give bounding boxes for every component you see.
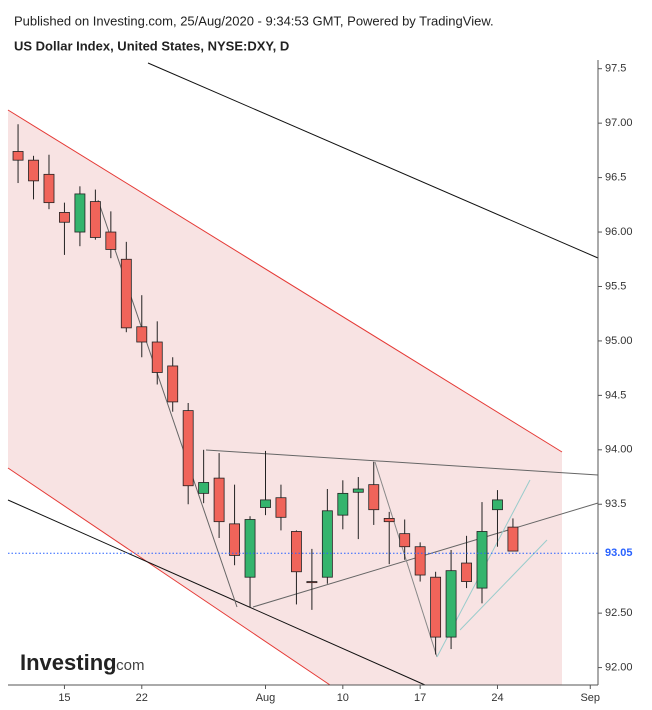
y-tick-label: 96.00	[605, 226, 633, 238]
candle-body	[136, 326, 148, 343]
candle-body	[43, 173, 55, 204]
candle-body	[59, 212, 70, 223]
y-tick-label: 95.00	[605, 335, 633, 347]
candle-body	[445, 570, 457, 638]
candle-body	[89, 201, 101, 238]
y-tick-label: 97.5	[605, 63, 626, 75]
x-tick-label: 22	[136, 692, 148, 704]
candle-body	[105, 231, 117, 250]
y-tick-label: 94.5	[605, 389, 626, 401]
candle-body	[260, 499, 271, 508]
channel-line	[7, 109, 563, 453]
candle-body	[28, 159, 39, 182]
x-tick-label: Sep	[580, 692, 600, 704]
candle-body	[275, 497, 287, 518]
candle-body	[182, 410, 194, 487]
annotations	[7, 62, 599, 686]
channel	[8, 110, 562, 685]
candle-body	[492, 499, 503, 511]
candle-body	[291, 531, 302, 573]
candle-body	[306, 581, 318, 584]
candle-body	[430, 576, 442, 638]
candle-body	[213, 477, 225, 523]
candle-body	[229, 523, 240, 556]
trend-line	[374, 461, 438, 658]
x-tick-label: 15	[58, 692, 70, 704]
candle-body	[337, 492, 349, 516]
candle-body	[244, 519, 256, 578]
y-tick-label: 97.00	[605, 117, 633, 129]
candle-body	[167, 365, 179, 403]
x-tick-label: 17	[414, 692, 426, 704]
last-price-box	[600, 545, 646, 562]
last-price-label: 93.05	[605, 547, 633, 559]
candle-body	[383, 518, 395, 523]
x-tick-label: Aug	[256, 692, 276, 704]
y-tick-label: 94.00	[605, 444, 633, 456]
candle-body	[476, 531, 488, 589]
chart-title: US Dollar Index, United States, NYSE:DXY…	[14, 38, 289, 53]
y-tick-label: 96.5	[605, 172, 626, 184]
y-tick-label: 93.5	[605, 498, 626, 510]
channel-line	[7, 467, 331, 686]
candle-body	[74, 193, 86, 233]
y-tick-label: 92.00	[605, 661, 633, 673]
trend-line	[7, 499, 426, 686]
y-tick-label: 92.50	[605, 607, 633, 619]
x-tick-label: 10	[337, 692, 349, 704]
candle-body	[321, 510, 333, 578]
candle-body	[151, 341, 163, 373]
candle-body	[414, 546, 426, 576]
trend-line	[459, 539, 548, 631]
candle-body	[399, 533, 411, 548]
candle-body	[120, 258, 132, 329]
candle-body	[12, 151, 24, 161]
trend-line	[205, 449, 599, 476]
candle-body	[461, 562, 472, 582]
candle-body	[368, 484, 380, 511]
y-tick-label: 95.5	[605, 280, 626, 292]
logo: Investing .com	[20, 650, 145, 675]
published-note: Published on Investing.com, 25/Aug/2020 …	[14, 13, 494, 28]
logo-name: Investing	[20, 650, 117, 675]
x-tick-label: 24	[491, 692, 503, 704]
logo-suffix: .com	[112, 657, 145, 674]
candle-body	[198, 482, 210, 494]
candle-body	[352, 488, 364, 493]
trend-line	[147, 62, 599, 259]
candle-body	[507, 526, 519, 552]
